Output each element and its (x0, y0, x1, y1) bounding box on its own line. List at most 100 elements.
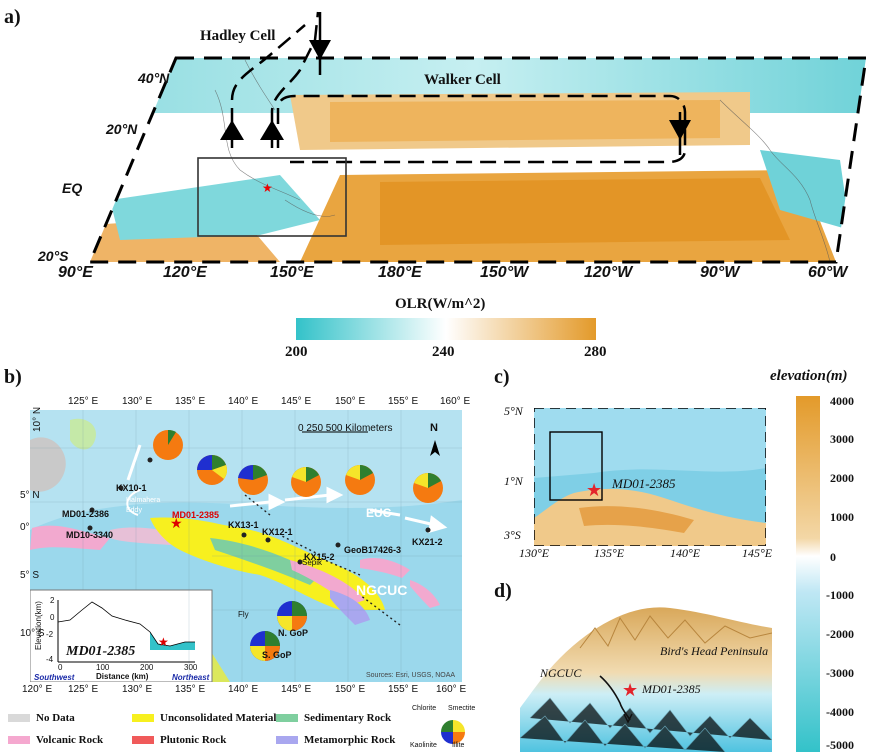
elev-tick-1000: 1000 (830, 510, 854, 524)
top-lon-145: 145° E (281, 396, 312, 407)
c-lat-3s: 3°S (504, 528, 521, 542)
lat-tick-40n: 40°N (138, 70, 170, 86)
legend-swatch (132, 714, 154, 722)
site-kx15-2: KX15-2 (304, 552, 335, 562)
lon-tick-60w: 60°W (808, 264, 848, 281)
north-arrow-label: N (430, 422, 438, 434)
panel-c-label: c) (494, 366, 510, 388)
panel-a-label: a) (4, 6, 21, 28)
elev-tick-neg1000: -1000 (826, 588, 854, 602)
top-lon-160: 160° E (440, 396, 471, 407)
bottom-lon-145: 145° E (281, 684, 312, 695)
legend-pie-smectite: Smectite (448, 705, 476, 712)
c-lon-130: 130°E (519, 546, 550, 560)
bottom-lon-130: 130° E (122, 684, 153, 695)
inset-xtick-200: 200 (140, 663, 154, 672)
top-lon-130: 130° E (122, 396, 153, 407)
c-site-label: MD01-2385 (612, 476, 676, 491)
lat-10n: 10° N (32, 406, 43, 432)
top-lon-125: 125° E (68, 396, 99, 407)
elev-tick-0: 0 (830, 550, 836, 564)
inset-ytick-2: 2 (50, 596, 55, 605)
legend-volcanic: Volcanic Rock (8, 734, 103, 746)
inset-northeast: Northeast (172, 673, 210, 682)
site-star-a: ★ (262, 181, 273, 195)
olr-colorbar-title: OLR(W/m^2) (395, 296, 486, 312)
olr-colorbar (296, 318, 596, 340)
top-lon-155: 155° E (388, 396, 419, 407)
svg-text:★: ★ (158, 635, 169, 649)
olr-field (90, 58, 866, 262)
olr-map: ★ (87, 11, 868, 264)
legend-metamorphic: Metamorphic Rock (276, 734, 395, 746)
map-sources: Sources: Esri, USGS, NOAA (366, 672, 456, 679)
colorbar-tick-280: 280 (584, 344, 607, 360)
inset-southwest: Southwest (34, 673, 75, 682)
clay-map: ★ ★ (30, 410, 462, 682)
current-euc: EUC (366, 506, 392, 520)
c-lon-140: 140°E (670, 546, 701, 560)
elev-tick-2000: 2000 (830, 471, 854, 485)
inset-ytick-0: 0 (50, 613, 55, 622)
elev-tick-4000: 4000 (830, 394, 854, 408)
site-star-b: ★ (170, 515, 183, 531)
top-lon-150: 150° E (335, 396, 366, 407)
inset-site-label: MD01-2385 (66, 644, 136, 659)
top-lon-140: 140° E (228, 396, 259, 407)
c-lat-5n: 5°N (504, 404, 523, 418)
bathymetry-map: ★ (534, 408, 766, 546)
d-peninsula-label: Bird's Head Peninsula (660, 644, 769, 658)
site-kx12-1: KX12-1 (262, 527, 293, 537)
site-md10-3340: MD10-3340 (66, 530, 114, 540)
walker-down-arrow (669, 120, 691, 140)
panel-b-label: b) (4, 366, 22, 388)
inset-ytick-neg4: -4 (46, 655, 54, 664)
lat-0: 0° (20, 522, 30, 533)
site-kx10-1: KX10-1 (116, 483, 147, 493)
lat-5s: 5° S (20, 570, 40, 581)
elev-tick-3000: 3000 (830, 432, 854, 446)
map-frame (87, 56, 868, 264)
elev-tick-neg5000: -5000 (826, 738, 854, 752)
c-lon-145: 145°E (742, 546, 773, 560)
c-lon-135: 135°E (594, 546, 625, 560)
colorbar-tick-240: 240 (432, 344, 455, 360)
3d-bathymetry: ★ (520, 607, 772, 752)
bottom-lon-125: 125° E (68, 684, 99, 695)
legend-sedimentary: Sedimentary Rock (276, 712, 391, 724)
inset-ylabel: Elevation(km) (34, 601, 43, 650)
hadley-loop-left (230, 24, 306, 148)
legend-swatch (8, 714, 30, 722)
bottom-lon-135: 135° E (175, 684, 206, 695)
region-s-gop: S. GoP (262, 650, 292, 660)
walker-cell-label: Walker Cell (424, 72, 501, 88)
study-area-box (197, 157, 347, 237)
legend-pie-illite: Illite (452, 742, 465, 749)
lon-tick-180e: 180°E (378, 264, 422, 281)
scale-bar-label: 0 250 500 Kilometers (298, 423, 393, 434)
elev-tick-neg2000: -2000 (826, 627, 854, 641)
d-current-label: NGCUC (540, 666, 582, 680)
lat-tick-20s: 20°S (38, 248, 69, 264)
legend-plutonic: Plutonic Rock (132, 734, 226, 746)
colorbar-tick-200: 200 (285, 344, 308, 360)
halmahera-eddy-label: Halmahera Eddy (126, 497, 161, 514)
site-kx13-1: KX13-1 (228, 520, 259, 530)
legend-pie (441, 720, 465, 744)
inset-ytick-neg2: -2 (46, 630, 54, 639)
c-lat-1n: 1°N (504, 474, 523, 488)
lon-tick-150e: 150°E (270, 264, 314, 281)
legend-unconsolidated: Unconsolidated Material (132, 712, 276, 724)
clay-pies (153, 429, 443, 661)
bottom-lon-160: 160° E (436, 684, 467, 695)
current-ngcuc: NGCUC (356, 582, 408, 598)
elev-tick-neg3000: -3000 (826, 666, 854, 680)
elevation-colorbar (796, 396, 820, 752)
river-fly: Fly (238, 610, 249, 619)
bottom-lon-150: 150° E (335, 684, 366, 695)
inset-xtick-0: 0 (58, 663, 63, 672)
lon-tick-120w: 120°W (584, 264, 633, 281)
legend-swatch (8, 736, 30, 744)
legend-no-data: No Data (8, 712, 75, 724)
top-lon-135: 135° E (175, 396, 206, 407)
